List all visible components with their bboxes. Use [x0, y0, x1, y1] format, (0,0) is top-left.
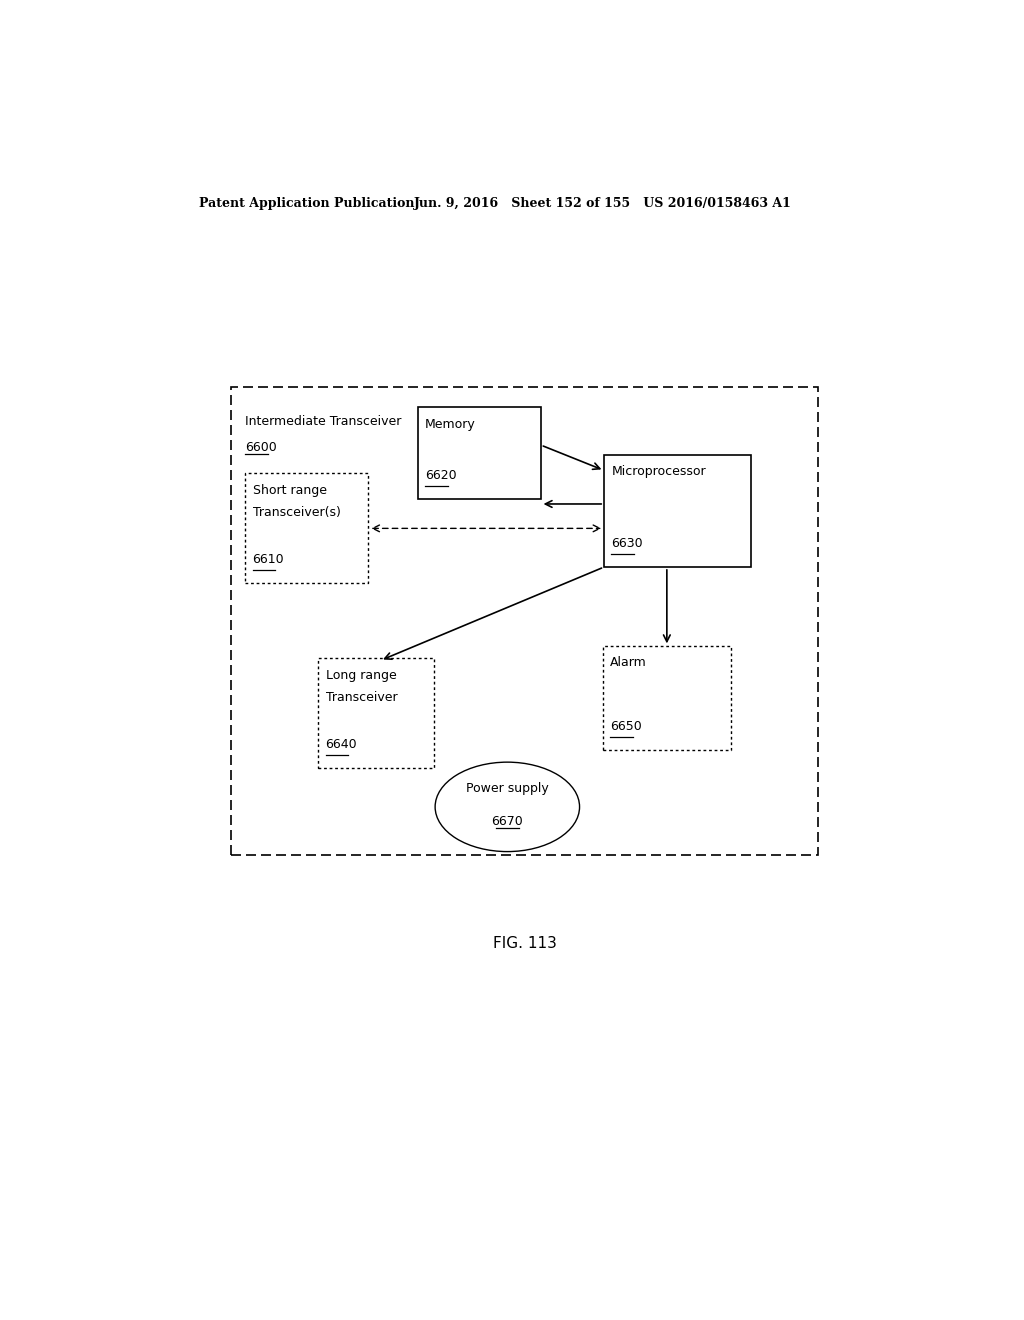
FancyBboxPatch shape: [318, 659, 433, 768]
Text: Jun. 9, 2016   Sheet 152 of 155   US 2016/0158463 A1: Jun. 9, 2016 Sheet 152 of 155 US 2016/01…: [414, 197, 792, 210]
FancyBboxPatch shape: [604, 455, 751, 568]
FancyBboxPatch shape: [231, 387, 818, 854]
Text: 6610: 6610: [253, 553, 285, 566]
Text: Memory: Memory: [425, 417, 475, 430]
Text: Microprocessor: Microprocessor: [611, 466, 706, 478]
Text: 6630: 6630: [611, 537, 643, 549]
Text: 6620: 6620: [425, 469, 457, 482]
Text: Transceiver: Transceiver: [326, 690, 397, 704]
FancyBboxPatch shape: [418, 408, 541, 499]
FancyBboxPatch shape: [246, 474, 369, 583]
FancyBboxPatch shape: [602, 647, 731, 750]
Text: Intermediate Transceiver: Intermediate Transceiver: [246, 414, 401, 428]
Text: 6640: 6640: [326, 738, 357, 751]
Ellipse shape: [435, 762, 580, 851]
Text: 6670: 6670: [492, 814, 523, 828]
Text: Power supply: Power supply: [466, 781, 549, 795]
Text: Patent Application Publication: Patent Application Publication: [200, 197, 415, 210]
Text: Long range: Long range: [326, 669, 396, 681]
Text: Transceiver(s): Transceiver(s): [253, 506, 340, 519]
Text: Alarm: Alarm: [609, 656, 646, 669]
Text: FIG. 113: FIG. 113: [493, 936, 557, 950]
Text: Short range: Short range: [253, 483, 327, 496]
Text: 6600: 6600: [246, 441, 278, 454]
Text: 6650: 6650: [609, 719, 641, 733]
